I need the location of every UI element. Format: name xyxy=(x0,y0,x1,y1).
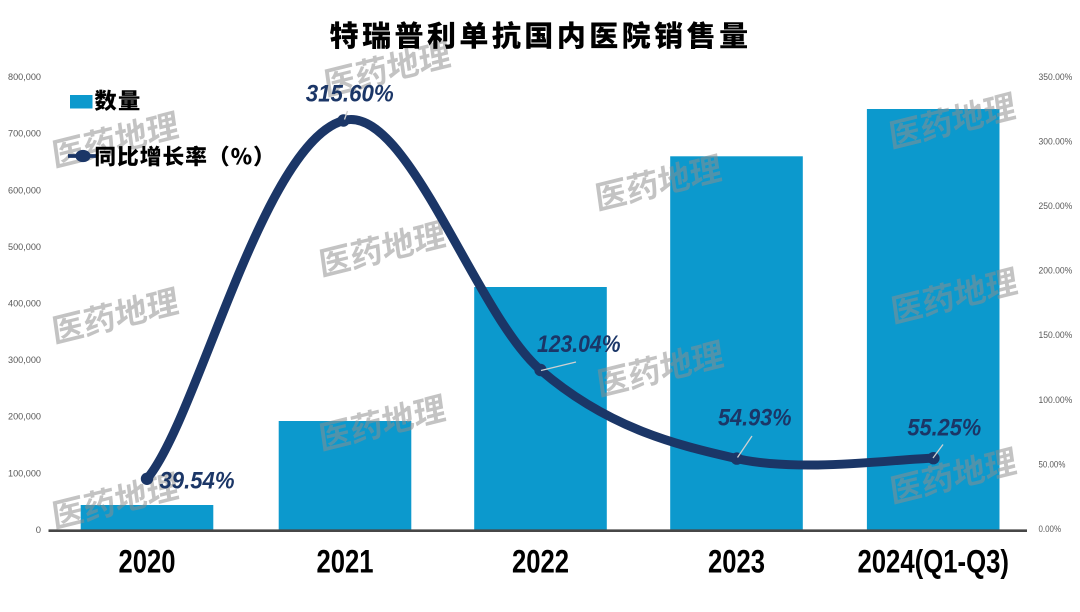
svg-text:315.60%: 315.60% xyxy=(306,80,394,107)
svg-text:200.00%: 200.00% xyxy=(1039,266,1073,277)
svg-text:100,000: 100,000 xyxy=(8,468,41,479)
svg-text:55.25%: 55.25% xyxy=(907,415,981,442)
svg-text:2021: 2021 xyxy=(317,544,374,580)
svg-text:800,000: 800,000 xyxy=(8,72,41,83)
svg-text:39.54%: 39.54% xyxy=(160,467,235,494)
svg-text:700,000: 700,000 xyxy=(8,129,41,140)
svg-text:50.00%: 50.00% xyxy=(1039,459,1066,470)
svg-text:100.00%: 100.00% xyxy=(1039,395,1073,406)
svg-text:2023: 2023 xyxy=(708,544,765,580)
svg-text:150.00%: 150.00% xyxy=(1039,330,1073,341)
svg-text:123.04%: 123.04% xyxy=(537,331,621,358)
svg-text:350.00%: 350.00% xyxy=(1039,72,1073,83)
svg-text:300.00%: 300.00% xyxy=(1039,137,1073,148)
svg-text:0: 0 xyxy=(36,525,41,536)
svg-text:500,000: 500,000 xyxy=(8,242,41,253)
svg-text:54.93%: 54.93% xyxy=(718,404,792,431)
svg-text:250.00%: 250.00% xyxy=(1039,201,1073,212)
svg-text:2024(Q1-Q3): 2024(Q1-Q3) xyxy=(857,544,1009,580)
svg-text:0.00%: 0.00% xyxy=(1039,524,1062,535)
svg-text:300,000: 300,000 xyxy=(8,355,41,366)
svg-text:600,000: 600,000 xyxy=(8,185,41,196)
svg-text:2022: 2022 xyxy=(512,544,569,580)
svg-text:400,000: 400,000 xyxy=(8,299,41,310)
svg-text:2020: 2020 xyxy=(119,544,176,580)
svg-text:200,000: 200,000 xyxy=(8,412,41,423)
